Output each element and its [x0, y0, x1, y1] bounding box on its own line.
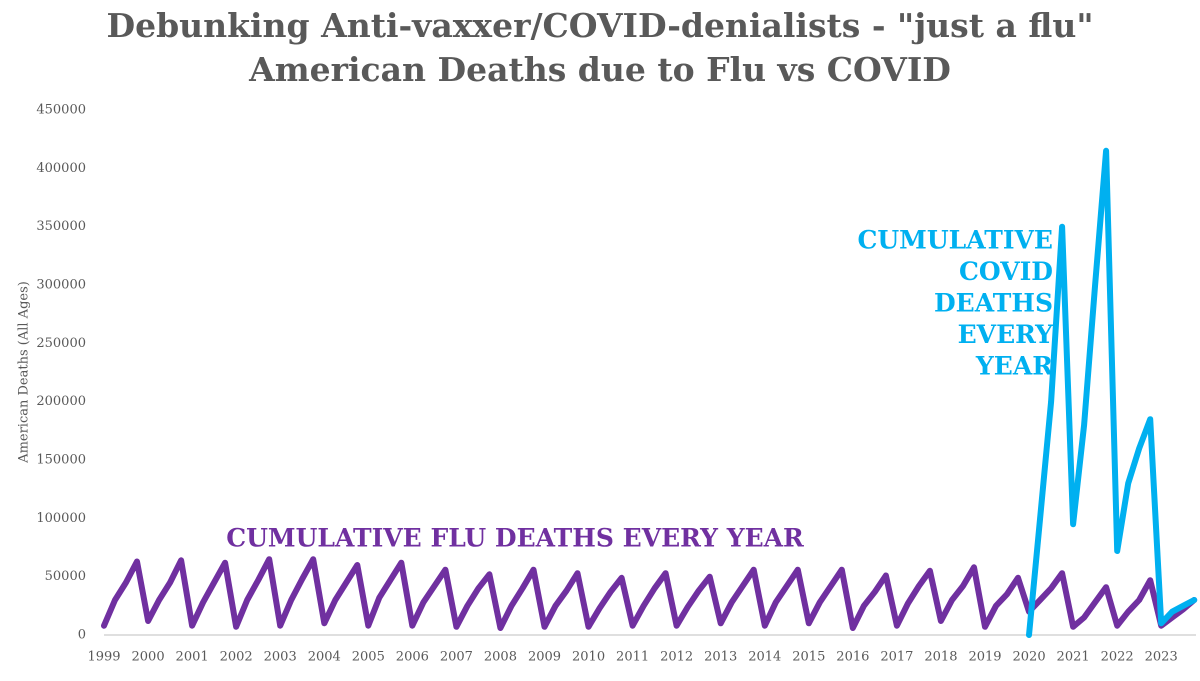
- x-tick-label: 2020: [1013, 650, 1046, 665]
- x-tick-label: 2002: [220, 650, 253, 665]
- x-tick-label: 2011: [616, 650, 649, 665]
- annotation: DEATHS: [934, 289, 1053, 318]
- x-tick-label: 2021: [1057, 650, 1090, 665]
- x-tick-label: 2010: [572, 650, 605, 665]
- x-tick-label: 2008: [484, 650, 517, 665]
- x-tick-label: 2016: [836, 650, 869, 665]
- annotation: YEAR: [975, 352, 1053, 381]
- x-tick-label: 2022: [1101, 650, 1134, 665]
- x-tick-label: 2023: [1145, 650, 1178, 665]
- x-tick-label: 2012: [660, 650, 693, 665]
- x-tick-label: 2013: [704, 650, 737, 665]
- annotation: CUMULATIVE FLU DEATHS EVERY YEAR: [226, 524, 804, 553]
- annotation: EVERY: [958, 320, 1055, 349]
- x-tick-label: 2009: [528, 650, 561, 665]
- x-tick-label: 1999: [87, 650, 120, 665]
- chart-title: Debunking Anti-vaxxer/COVID-denialists -…: [106, 6, 1093, 45]
- annotation: COVID: [959, 257, 1053, 286]
- x-tick-label: 2004: [308, 650, 341, 665]
- chart-title: American Deaths due to Flu vs COVID: [248, 50, 951, 89]
- x-tick-label: 2014: [748, 650, 781, 665]
- y-tick-label: 350000: [36, 219, 86, 234]
- y-tick-label: 300000: [36, 278, 86, 293]
- x-tick-label: 2017: [880, 650, 913, 665]
- y-tick-label: 50000: [45, 569, 86, 584]
- y-tick-label: 0: [78, 628, 86, 643]
- y-tick-label: 150000: [36, 453, 86, 468]
- series-line: [101, 556, 1198, 631]
- x-tick-label: 2003: [264, 650, 297, 665]
- x-tick-label: 2000: [132, 650, 165, 665]
- y-tick-label: 450000: [36, 103, 86, 118]
- x-tick-label: 2007: [440, 650, 473, 665]
- x-tick-label: 2006: [396, 650, 429, 665]
- x-tick-label: 2018: [924, 650, 957, 665]
- y-tick-label: 200000: [36, 394, 86, 409]
- annotation: CUMULATIVE: [857, 226, 1053, 255]
- x-tick-label: 2019: [968, 650, 1001, 665]
- x-tick-label: 2015: [792, 650, 825, 665]
- y-axis-label: American Deaths (All Ages): [17, 281, 32, 464]
- series-line: [1026, 147, 1198, 638]
- y-tick-label: 250000: [36, 336, 86, 351]
- x-tick-label: 2001: [176, 650, 209, 665]
- y-tick-label: 100000: [36, 511, 86, 526]
- y-tick-label: 400000: [36, 161, 86, 176]
- x-tick-label: 2005: [352, 650, 385, 665]
